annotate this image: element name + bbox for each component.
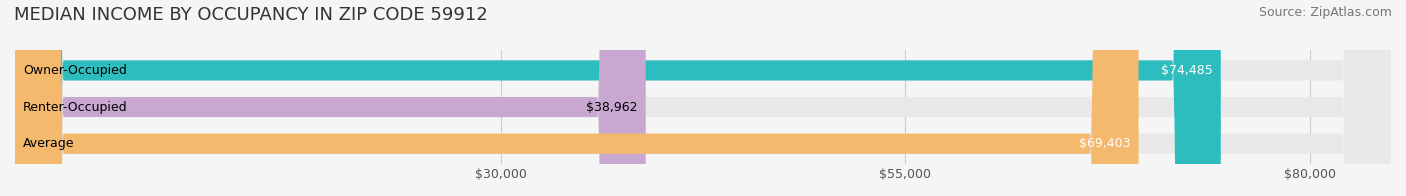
FancyBboxPatch shape <box>15 0 1391 196</box>
Text: $38,962: $38,962 <box>586 101 638 113</box>
Text: $69,403: $69,403 <box>1078 137 1130 150</box>
FancyBboxPatch shape <box>15 0 1139 196</box>
Text: Renter-Occupied: Renter-Occupied <box>22 101 128 113</box>
FancyBboxPatch shape <box>15 0 645 196</box>
FancyBboxPatch shape <box>15 0 1391 196</box>
Text: Average: Average <box>22 137 75 150</box>
Text: Owner-Occupied: Owner-Occupied <box>22 64 127 77</box>
FancyBboxPatch shape <box>15 0 1220 196</box>
FancyBboxPatch shape <box>15 0 1391 196</box>
Text: MEDIAN INCOME BY OCCUPANCY IN ZIP CODE 59912: MEDIAN INCOME BY OCCUPANCY IN ZIP CODE 5… <box>14 6 488 24</box>
Text: $74,485: $74,485 <box>1161 64 1213 77</box>
Text: Source: ZipAtlas.com: Source: ZipAtlas.com <box>1258 6 1392 19</box>
